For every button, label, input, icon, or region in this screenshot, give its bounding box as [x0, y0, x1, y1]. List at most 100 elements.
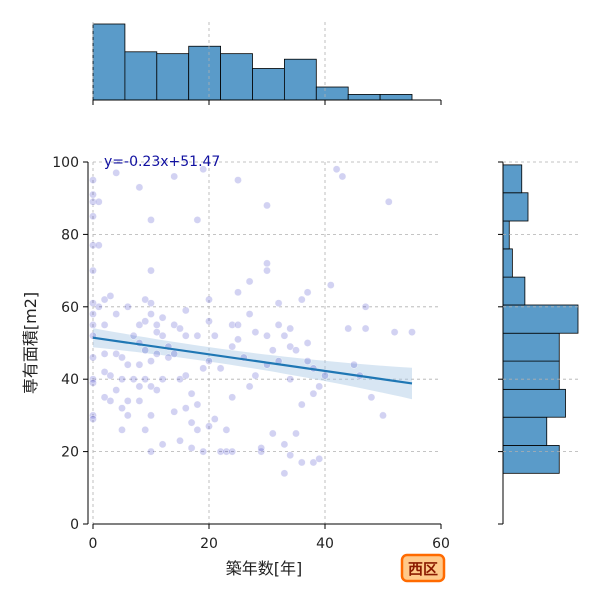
- data-point: [210, 331, 219, 340]
- data-point: [193, 216, 202, 224]
- data-point: [187, 389, 196, 398]
- data-point: [181, 371, 190, 380]
- data-point: [147, 310, 155, 318]
- data-point: [309, 389, 318, 398]
- data-point: [152, 328, 161, 336]
- top-histogram-bar: [283, 58, 317, 101]
- data-point: [315, 455, 324, 463]
- data-point: [118, 353, 126, 362]
- data-point: [135, 360, 144, 369]
- data-point: [89, 190, 97, 199]
- right-histogram-bar: [502, 192, 529, 222]
- top-histogram-bar: [347, 94, 381, 101]
- data-point: [176, 436, 184, 445]
- data-point: [205, 422, 213, 431]
- district-badge-label: 西区: [408, 560, 438, 578]
- data-point: [170, 172, 178, 181]
- data-point: [124, 411, 132, 420]
- y-tick-label: 40: [61, 372, 79, 388]
- data-point: [286, 342, 295, 351]
- data-point: [193, 426, 202, 434]
- top-histogram-bar: [315, 86, 349, 101]
- data-point: [89, 379, 97, 387]
- data-point: [274, 299, 283, 307]
- data-point: [152, 386, 161, 394]
- data-point: [332, 165, 341, 174]
- data-point: [129, 375, 138, 384]
- data-point: [187, 418, 196, 427]
- y-tick-label: 80: [61, 227, 79, 243]
- data-point: [176, 375, 184, 384]
- data-point: [152, 350, 161, 358]
- data-point: [147, 266, 155, 275]
- data-point: [286, 324, 295, 333]
- right-histogram-bar: [502, 360, 560, 390]
- data-point: [280, 331, 289, 340]
- data-point: [297, 400, 306, 409]
- y-tick-label: 60: [61, 300, 79, 316]
- data-point: [234, 288, 242, 297]
- data-point: [228, 321, 236, 329]
- data-point: [326, 281, 335, 289]
- confidence-band-area: [93, 328, 412, 400]
- top-histogram-bar: [220, 53, 253, 101]
- data-point: [89, 310, 97, 318]
- data-point: [135, 397, 144, 405]
- data-point: [158, 440, 167, 449]
- data-point: [280, 440, 289, 449]
- data-point: [181, 306, 190, 315]
- data-point: [89, 299, 97, 307]
- data-point: [268, 346, 277, 355]
- data-point: [390, 328, 399, 336]
- data-point: [367, 393, 376, 402]
- data-point: [124, 397, 132, 405]
- data-point: [152, 321, 161, 329]
- data-point: [303, 339, 312, 347]
- data-point: [89, 212, 97, 221]
- data-point: [158, 375, 167, 384]
- data-point: [170, 407, 178, 416]
- data-point: [135, 183, 144, 192]
- data-point: [89, 176, 97, 184]
- top-histogram-bar: [156, 53, 190, 101]
- district-badge-box: [400, 553, 446, 583]
- data-point: [315, 382, 324, 391]
- top-histogram-bar: [379, 94, 413, 101]
- data-point: [124, 360, 132, 369]
- y-tick-label: 100: [52, 155, 79, 171]
- data-point: [141, 317, 149, 326]
- data-point: [309, 458, 318, 467]
- data-point: [181, 331, 190, 340]
- data-point: [263, 266, 271, 275]
- data-point: [216, 364, 225, 373]
- regression-line: [92, 336, 413, 385]
- data-point: [361, 324, 370, 333]
- x-tick-label: 20: [200, 536, 218, 552]
- y-axis-title: 専有面積[m2]: [21, 292, 40, 394]
- right-histogram-bar: [502, 164, 523, 194]
- data-point: [245, 277, 254, 286]
- right-histogram-bar: [502, 416, 548, 446]
- data-point: [205, 317, 213, 326]
- data-point: [147, 357, 155, 365]
- data-point: [181, 404, 190, 412]
- data-point: [118, 375, 126, 384]
- data-point: [135, 382, 144, 391]
- data-point: [274, 321, 283, 329]
- data-point: [245, 382, 254, 391]
- right-marginal-histogram: [498, 161, 579, 525]
- data-point: [263, 259, 271, 268]
- right-histogram-bar: [502, 304, 579, 334]
- data-point: [228, 342, 236, 351]
- y-tick-label: 20: [61, 445, 79, 461]
- data-point: [384, 198, 393, 206]
- right-histogram-bar: [502, 248, 513, 278]
- data-point: [89, 198, 97, 206]
- data-point: [95, 302, 103, 311]
- data-point: [199, 165, 207, 174]
- data-point: [361, 302, 370, 311]
- right-histogram-bar: [502, 220, 510, 250]
- data-point: [100, 295, 109, 304]
- data-point: [89, 241, 97, 250]
